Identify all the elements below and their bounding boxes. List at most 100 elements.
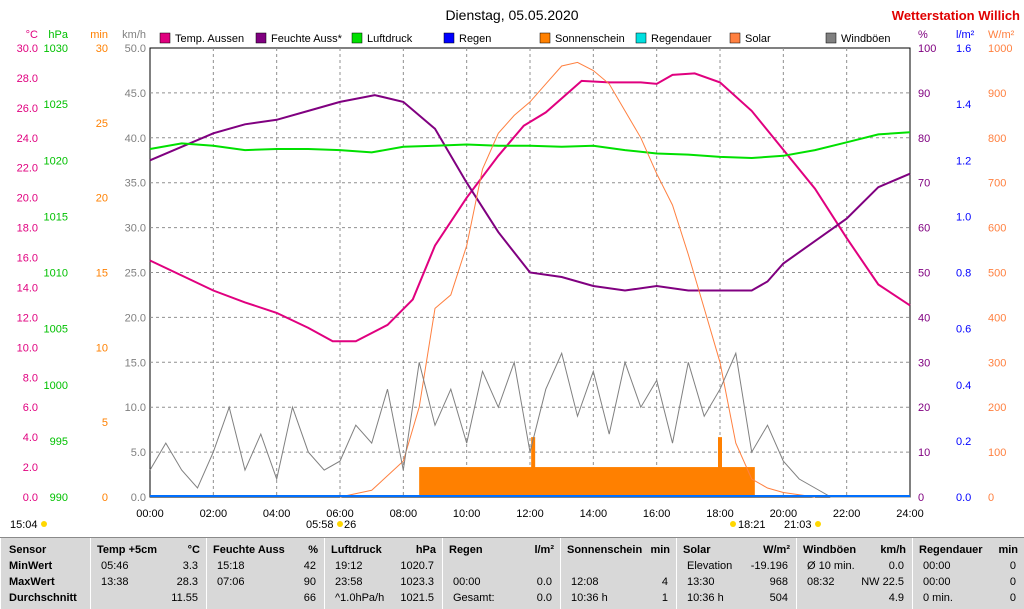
axis-unit: °C [26, 29, 38, 41]
stat-unit: l/m² [534, 544, 554, 556]
axis-tick-label: 0 [102, 492, 108, 504]
axis-tick-label: 0.0 [23, 492, 38, 504]
axis-tick-label: 10.0 [125, 402, 146, 414]
legend-label: Temp. Aussen [175, 33, 244, 45]
axis-tick-label: 10 [96, 342, 108, 354]
sunshine-block [419, 467, 755, 497]
axis-tick-label: 1030 [44, 43, 68, 55]
marker-label: 15:04 [10, 519, 38, 531]
axis-tick-label: 500 [988, 268, 1006, 280]
stat-unit: °C [187, 544, 200, 556]
axis-tick-label: 0.0 [131, 492, 146, 504]
stat-time: 00:00 [923, 576, 951, 588]
axis-tick-label: 0.8 [956, 268, 971, 280]
row-label-average: Durchschnitt [9, 592, 77, 604]
x-tick-label: 10:00 [453, 508, 481, 520]
stat-unit: hPa [415, 544, 436, 556]
axis-tick-label: 0 [988, 492, 994, 504]
stat-value: 0.0 [536, 592, 552, 604]
axis-tick-label: 80 [918, 133, 930, 145]
axis-tick-label: 10 [918, 447, 930, 459]
stat-title: Regendauer [919, 544, 983, 556]
axis-tick-label: 30.0 [17, 43, 38, 55]
station-name: Wetterstation Willich [892, 8, 1020, 23]
x-tick-label: 20:00 [770, 508, 798, 520]
stat-time: 23:58 [335, 576, 363, 588]
row-label-max: MaxWert [9, 576, 55, 588]
axis-tick-label: 16.0 [17, 253, 38, 265]
axis-tick-label: 0.6 [956, 324, 971, 336]
axis-tick-label: 30 [918, 357, 930, 369]
axis-tick-label: 12.0 [17, 312, 38, 324]
axis-unit: % [918, 29, 928, 41]
legend: Temp. Aussen Feuchte Auss* Luftdruck Regen S… [159, 32, 891, 45]
x-tick-label: 24:00 [896, 508, 924, 520]
legend-label: Sonnenschein [555, 33, 625, 45]
axis-tick-label: 45.0 [125, 88, 146, 100]
statistics-table: Sensor MinWert MaxWert Durchschnitt Temp… [0, 537, 1024, 609]
stat-value: 968 [769, 576, 788, 588]
axis-tick-label: 20.0 [17, 193, 38, 205]
axis-tick-label: 15 [96, 268, 108, 280]
sunshine-spike [531, 437, 536, 497]
axis-tick-label: 5 [102, 417, 108, 429]
stat-block: Regen l/m² 00:00 0.0 Gesamt: 0.0 [442, 538, 560, 609]
chart-marks [149, 61, 911, 498]
stat-value: 66 [303, 592, 316, 604]
axis-tick-label: 1.0 [956, 211, 971, 223]
stat-value: 4 [661, 576, 668, 588]
x-tick-label: 14:00 [580, 508, 608, 520]
bottom-markers: 15:04 05:58 26 18:21 21:03 [10, 519, 821, 531]
axis-tick-label: 20 [96, 193, 108, 205]
stat-title: Solar [683, 544, 711, 556]
axis-tick-label: 15.0 [125, 357, 146, 369]
axis-tick-label: 100 [918, 43, 936, 55]
legend-swatch [255, 32, 267, 44]
axis-tick-label: 50 [918, 268, 930, 280]
axis-tick-label: 700 [988, 178, 1006, 190]
legend-swatch [443, 32, 455, 44]
axis-tick-label: 40.0 [125, 133, 146, 145]
axis-tick-label: 20 [918, 402, 930, 414]
axis-tick-label: 1025 [44, 99, 68, 111]
stat-value: 4.9 [888, 592, 904, 604]
stat-title: Feuchte Auss [213, 544, 285, 556]
legend-swatch [825, 32, 837, 44]
axis-tick-label: 200 [988, 402, 1006, 414]
axis-unit: min [90, 29, 108, 41]
x-tick-label: 22:00 [833, 508, 861, 520]
series-line [149, 72, 911, 343]
axis-tick-label: 28.0 [17, 73, 38, 85]
row-label-sensor: Sensor [9, 544, 47, 556]
stat-block: Luftdruck hPa 19:12 1020.7 23:58 1023.3 ^1.0hP… [324, 538, 442, 609]
stat-time: 13:30 [687, 576, 715, 588]
axis-tick-label: 900 [988, 88, 1006, 100]
axis-tick-label: 990 [50, 492, 68, 504]
legend-label: Feuchte Auss* [271, 33, 343, 45]
legend-label: Regendauer [651, 33, 712, 45]
axis-tick-label: 600 [988, 223, 1006, 235]
axis-tick-label: 1.4 [956, 99, 971, 111]
stat-unit: km/h [880, 544, 906, 556]
x-tick-label: 06:00 [326, 508, 354, 520]
stat-block: Windböen km/h Ø 10 min. 0.0 08:32 NW 22.5 4.9 [796, 538, 912, 609]
stat-value: 0 [1009, 592, 1016, 604]
axis-tick-label: 10.0 [17, 342, 38, 354]
legend-label: Regen [459, 33, 491, 45]
legend-swatch [635, 32, 647, 44]
stat-time: 05:46 [101, 560, 129, 572]
x-tick-label: 00:00 [136, 508, 164, 520]
row-label-min: MinWert [9, 560, 53, 572]
stat-block: Temp +5cm °C 05:46 3.3 13:38 28.3 11.55 [90, 538, 206, 609]
legend-swatch [729, 32, 741, 44]
stat-title: Sonnenschein [567, 544, 643, 556]
series-line [149, 351, 910, 498]
axis-unit: W/m² [988, 29, 1015, 41]
stat-time: 12:08 [571, 576, 599, 588]
series-line [149, 94, 911, 292]
axis-tick-label: 90 [918, 88, 930, 100]
x-axis: 00:00 02:00 04:00 06:00 08:00 10:00 12:00 14:00… [136, 508, 924, 520]
stat-block: Feuchte Auss% 15:18 42 07:06 90 66 [206, 538, 324, 609]
axis-unit: hPa [48, 29, 68, 41]
axis-tick-label: 35.0 [125, 178, 146, 190]
